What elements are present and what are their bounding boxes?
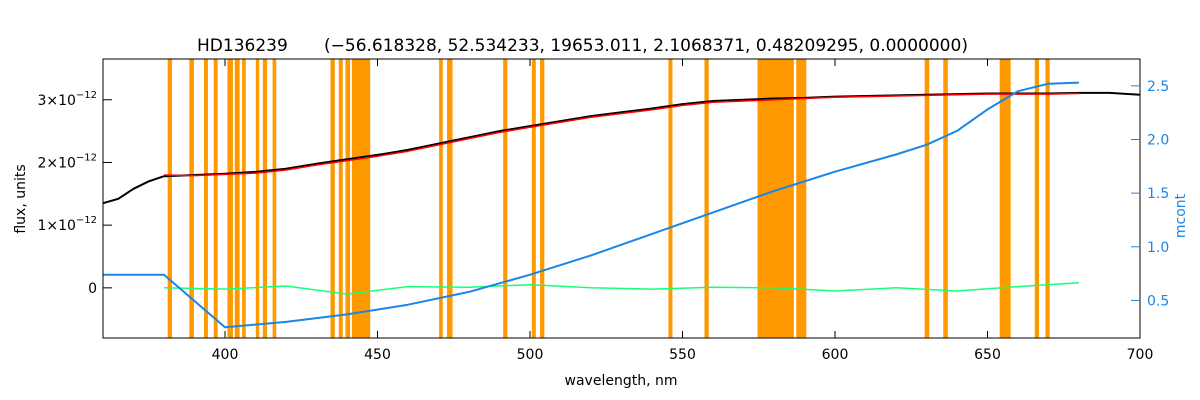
series-residual <box>163 282 1080 295</box>
y-tick-label: 1×10−12 <box>37 215 97 234</box>
masked-region-4 <box>227 59 233 338</box>
masked-region-14 <box>439 59 443 338</box>
x-tick-label: 600 <box>822 347 849 363</box>
masked-region-5 <box>234 59 240 338</box>
masked-region-21 <box>757 59 794 338</box>
masked-region-16 <box>503 59 508 338</box>
y-right-tick-label: 1.5 <box>1147 186 1169 202</box>
y-axis-right-label: mcont <box>1173 193 1189 238</box>
masked-region-12 <box>345 59 351 338</box>
y-axis-label: flux, units <box>13 164 29 233</box>
x-tick-label: 450 <box>364 347 391 363</box>
y-axis-left: 0 1×10−12 2×10−12 3×10−12 <box>37 90 112 297</box>
y-axis-right: 0.5 1.0 1.5 2.0 2.5 <box>1131 79 1169 309</box>
y-tick-label: 2×10−12 <box>37 152 97 171</box>
x-tick-label: 500 <box>517 347 544 363</box>
x-axis: 400 450 500 550 600 650 700 <box>212 59 1154 363</box>
series-model <box>163 92 1080 177</box>
masked-region-15 <box>447 59 453 338</box>
masked-region-3 <box>213 59 218 338</box>
masked-region-23 <box>924 59 930 338</box>
masked-region-18 <box>540 59 545 338</box>
x-tick-label: 650 <box>974 347 1001 363</box>
masked-region-26 <box>1034 59 1040 338</box>
masked-region-17 <box>531 59 536 338</box>
masked-region-22 <box>796 59 807 338</box>
series-mcont <box>103 81 1080 329</box>
masked-region-1 <box>189 59 194 338</box>
x-tick-label: 400 <box>212 347 239 363</box>
y-right-tick-label: 2.0 <box>1147 132 1169 148</box>
masked-region-2 <box>203 59 208 338</box>
plot-lines <box>102 81 1141 329</box>
chart-title-star: HD136239 <box>197 36 288 56</box>
masked-region-13 <box>351 59 371 338</box>
masked-region-25 <box>999 59 1011 338</box>
y-tick-label: 0 <box>88 281 97 297</box>
plot-frame <box>102 58 1141 339</box>
masked-region-11 <box>338 59 343 338</box>
y-right-tick-label: 1.0 <box>1147 240 1169 256</box>
masked-region-8 <box>262 59 268 338</box>
masked-region-9 <box>272 59 277 338</box>
masked-region-0 <box>167 59 172 338</box>
masked-region-19 <box>668 59 673 338</box>
y-tick-label: 3×10−12 <box>37 90 97 109</box>
masked-region-27 <box>1045 59 1050 338</box>
x-tick-label: 550 <box>669 347 696 363</box>
y-right-tick-label: 0.5 <box>1147 293 1169 309</box>
masked-region-20 <box>704 59 709 338</box>
masked-region-7 <box>255 59 260 338</box>
y-right-tick-label: 2.5 <box>1147 79 1169 95</box>
masked-regions <box>167 59 1050 338</box>
x-axis-label: wavelength, nm <box>565 373 678 389</box>
chart-title-params: (−56.618328, 52.534233, 19653.011, 2.106… <box>324 36 968 56</box>
x-tick-label: 700 <box>1127 347 1154 363</box>
masked-region-24 <box>943 59 948 338</box>
masked-region-6 <box>242 59 246 338</box>
masked-region-10 <box>330 59 335 338</box>
